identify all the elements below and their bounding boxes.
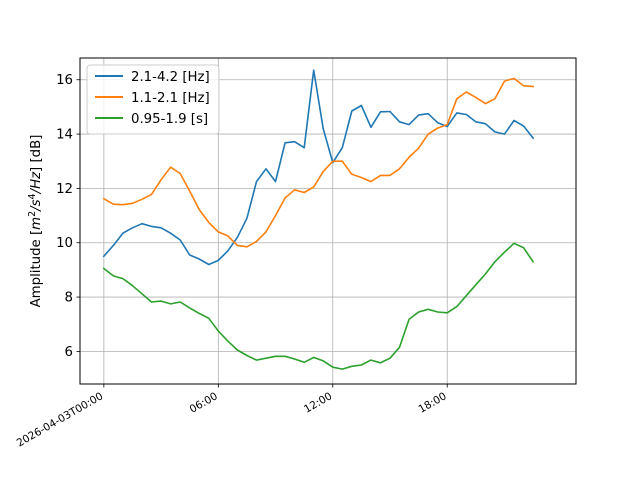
y-tick-label: 16 bbox=[56, 73, 73, 88]
y-axis: 6 8 10 12 14 16 bbox=[56, 73, 80, 360]
y-axis-label: Amplitude [m2/s4/Hz] [dB] bbox=[27, 135, 45, 308]
series-line-2 bbox=[102, 77, 534, 248]
y-tick-label: 12 bbox=[56, 182, 73, 197]
plot-area-frame bbox=[79, 57, 577, 385]
legend-label-3: 0.95-1.9 [s] bbox=[131, 112, 208, 127]
legend-label-2: 1.1-2.1 [Hz] bbox=[131, 91, 210, 106]
series-lines bbox=[102, 69, 535, 370]
y-tick-label: 10 bbox=[56, 236, 73, 251]
series-line-3 bbox=[102, 242, 535, 370]
legend-box bbox=[86, 64, 220, 135]
legend: 2.1-4.2 [Hz] 1.1-2.1 [Hz] 0.95-1.9 [s] bbox=[86, 64, 220, 135]
y-tick-label: 14 bbox=[56, 128, 73, 143]
y-tick-label: 6 bbox=[65, 345, 73, 360]
series-line-1 bbox=[102, 69, 535, 266]
legend-label-1: 2.1-4.2 [Hz] bbox=[131, 70, 210, 85]
y-tick-label: 8 bbox=[65, 291, 73, 306]
